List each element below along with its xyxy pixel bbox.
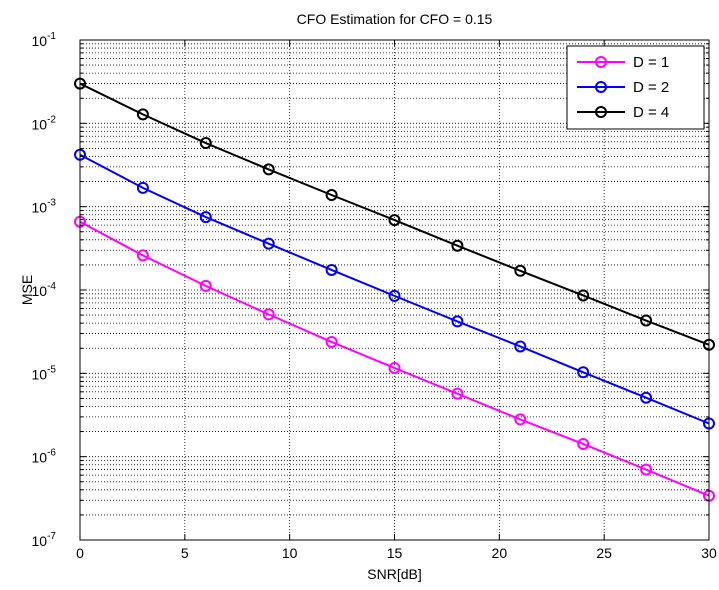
series-line <box>79 153 710 425</box>
data-point <box>451 387 464 400</box>
y-tick-label: 10-2 <box>32 114 57 132</box>
y-tick-label: 10-6 <box>32 448 57 466</box>
x-tick-label: 5 <box>181 545 189 561</box>
chart-title: CFO Estimation for CFO = 0.15 <box>297 11 493 27</box>
legend: D = 1 D = 2 D = 4 <box>566 45 705 130</box>
data-point <box>199 279 212 292</box>
data-point <box>262 237 275 250</box>
legend-label: D = 2 <box>633 79 669 96</box>
series-layer <box>74 77 715 502</box>
data-point <box>640 314 653 327</box>
data-point <box>136 181 149 194</box>
x-tick-label: 25 <box>596 545 612 561</box>
x-tick-label: 0 <box>76 545 84 561</box>
y-tick-label: 10-4 <box>32 281 57 299</box>
series-d-2 <box>74 148 715 430</box>
data-point <box>514 413 527 426</box>
ticks <box>79 39 710 541</box>
y-tick-label: 10-7 <box>32 531 57 549</box>
y-tick-label: 10-3 <box>32 198 57 216</box>
data-point <box>388 289 401 302</box>
series-d-1 <box>74 215 715 502</box>
data-point <box>514 340 527 353</box>
data-point <box>514 264 527 277</box>
data-point <box>451 239 464 252</box>
data-point <box>199 211 212 224</box>
data-point <box>577 289 590 302</box>
data-point <box>325 189 338 202</box>
data-point <box>325 335 338 348</box>
data-point <box>577 437 590 450</box>
data-point <box>451 315 464 328</box>
y-tick-label: 10-5 <box>32 364 57 382</box>
legend-marker <box>595 56 607 68</box>
legend-marker <box>595 81 607 93</box>
data-point <box>640 463 653 476</box>
data-point <box>199 137 212 150</box>
x-tick-label: 30 <box>701 545 717 561</box>
data-point <box>325 263 338 276</box>
tick-labels: 0 5 10 15 20 25 30 10-1 10-2 10-3 10-4 10-5 10-6 10-7 <box>32 31 717 561</box>
data-point <box>262 163 275 176</box>
x-tick-label: 20 <box>492 545 508 561</box>
y-axis-label: MSE <box>19 275 35 305</box>
data-point <box>388 361 401 374</box>
data-point <box>388 214 401 227</box>
series-line <box>79 220 710 497</box>
data-point <box>640 391 653 404</box>
data-point <box>136 108 149 121</box>
legend-label: D = 1 <box>633 54 669 71</box>
x-tick-label: 10 <box>282 545 298 561</box>
data-point <box>262 308 275 321</box>
data-point <box>577 366 590 379</box>
legend-marker <box>595 106 607 118</box>
x-tick-label: 15 <box>387 545 403 561</box>
data-point <box>136 249 149 262</box>
series-line <box>79 82 710 346</box>
legend-label: D = 4 <box>633 104 669 121</box>
x-axis-label: SNR[dB] <box>367 566 421 582</box>
y-tick-label: 10-1 <box>32 31 57 49</box>
series-d-4 <box>74 77 715 351</box>
